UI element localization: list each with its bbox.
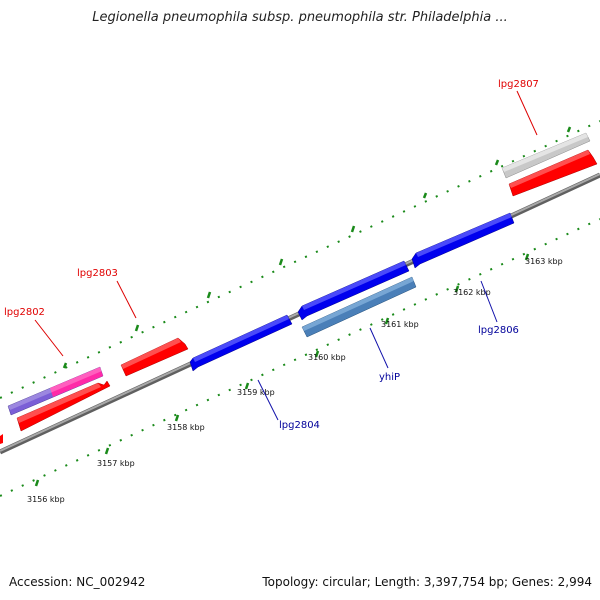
topology-text: Topology: circular; Length: 3,397,754 bp… [262,575,592,589]
gene-label-yhiP: yhiP [379,372,400,383]
accession-text: Accession: NC_002942 [9,575,145,589]
tick-label: 3163 kbp [525,257,563,266]
tick-labels: 3156 kbp 3157 kbp 3158 kbp 3159 kbp 3160… [27,257,563,504]
tick-label: 3156 kbp [27,495,65,504]
gene-label-lpg2807: lpg2807 [498,79,539,90]
reverse-track-ticks [0,219,600,496]
forward-track-ticks [0,121,600,398]
tick-label: 3159 kbp [237,388,275,397]
tick-label: 3160 kbp [308,353,346,362]
label-leaders [35,91,537,420]
gene-label-lpg2802: lpg2802 [4,307,45,318]
gene-label-lpg2806: lpg2806 [478,325,519,336]
tick-label: 3157 kbp [97,459,135,468]
tick-label: 3158 kbp [167,423,205,432]
gene-lpg2806[interactable] [412,213,514,268]
gene-fragment-left[interactable] [0,434,3,444]
gene-label-lpg2804: lpg2804 [279,420,320,431]
gene-lpg2804[interactable] [190,315,292,371]
tick-label: 3161 kbp [381,320,419,329]
gene-label-lpg2803: lpg2803 [77,268,118,279]
